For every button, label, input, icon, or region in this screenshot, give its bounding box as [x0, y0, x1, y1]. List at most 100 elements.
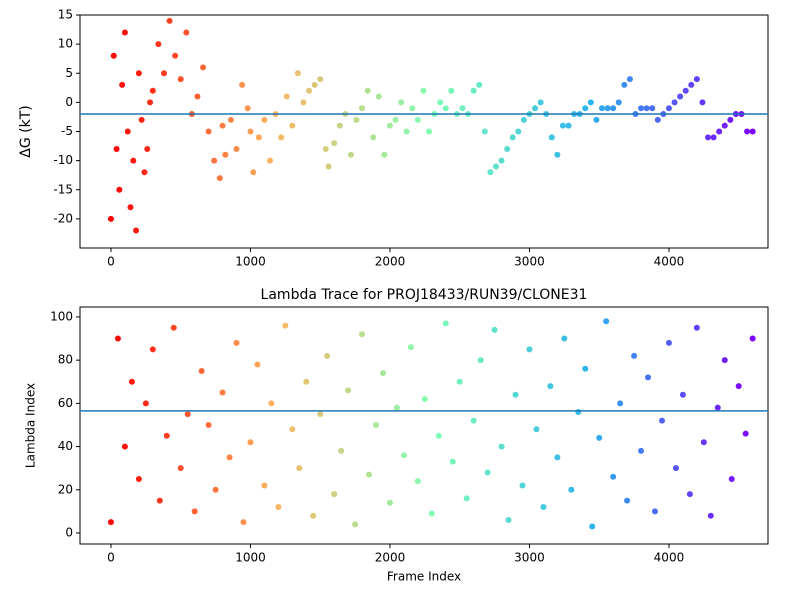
point [386, 499, 393, 506]
point [403, 128, 410, 135]
point [682, 87, 689, 94]
point [409, 105, 416, 112]
point [306, 87, 313, 94]
point [107, 519, 114, 526]
point [205, 421, 212, 428]
point [294, 70, 301, 77]
point [170, 324, 177, 331]
point [686, 491, 693, 498]
y-tick-label: -5 [61, 124, 73, 138]
point [477, 357, 484, 364]
point [498, 157, 505, 164]
point [515, 128, 522, 135]
point [484, 469, 491, 476]
point [537, 99, 544, 106]
point [338, 447, 345, 454]
point [116, 186, 123, 193]
point [470, 87, 477, 94]
point [582, 105, 589, 112]
point [147, 99, 154, 106]
point [114, 335, 121, 342]
point [268, 400, 275, 407]
point [113, 145, 120, 152]
point [345, 387, 352, 394]
point [561, 335, 568, 342]
x-tick-label: 3000 [514, 551, 545, 565]
point [392, 116, 399, 123]
x-axis-label: Frame Index [387, 570, 461, 584]
point [283, 93, 290, 100]
point [714, 404, 721, 411]
point [587, 99, 594, 106]
point [212, 486, 219, 493]
point [322, 145, 329, 152]
point [721, 357, 728, 364]
point [744, 128, 751, 135]
y-tick-label: 0 [65, 525, 73, 539]
point [317, 76, 324, 83]
point [688, 81, 695, 88]
point [643, 105, 650, 112]
point [386, 122, 393, 129]
point [244, 105, 251, 112]
point [311, 81, 318, 88]
point [598, 105, 605, 112]
x-tick-label: 1000 [235, 255, 266, 269]
point [216, 175, 223, 182]
point [160, 70, 167, 77]
point [370, 134, 377, 141]
point [420, 87, 427, 94]
point [239, 81, 246, 88]
point [414, 116, 421, 123]
point [565, 122, 572, 129]
point [317, 411, 324, 418]
point [135, 70, 142, 77]
point [275, 504, 282, 511]
plot-area [79, 14, 769, 249]
point [177, 76, 184, 83]
point [728, 475, 735, 482]
point [459, 105, 466, 112]
point [716, 128, 723, 135]
point [247, 128, 254, 135]
point [582, 365, 589, 372]
point [359, 331, 366, 338]
point [144, 145, 151, 152]
point [379, 370, 386, 377]
point [282, 322, 289, 329]
point [194, 93, 201, 100]
point [353, 116, 360, 123]
point [665, 105, 672, 112]
point [575, 408, 582, 415]
point [617, 400, 624, 407]
point [303, 378, 310, 385]
point [603, 318, 610, 325]
point [130, 157, 137, 164]
x-tick-label: 3000 [514, 255, 545, 269]
point [658, 417, 665, 424]
y-tick-label: -10 [53, 153, 73, 167]
point [621, 81, 628, 88]
point [142, 400, 149, 407]
point [254, 361, 261, 368]
point [149, 346, 156, 353]
point [172, 52, 179, 59]
point [610, 473, 617, 480]
point [364, 87, 371, 94]
x-tick-label: 1000 [235, 551, 266, 565]
point [540, 504, 547, 511]
y-tick-label: 100 [50, 309, 73, 323]
point [509, 134, 516, 141]
point [247, 439, 254, 446]
point [222, 151, 229, 158]
point [107, 215, 114, 222]
x-tick-label: 0 [107, 551, 115, 565]
point [547, 383, 554, 390]
point [375, 93, 382, 100]
point [373, 421, 380, 428]
point [366, 471, 373, 478]
point [435, 432, 442, 439]
y-tick-label: -15 [53, 182, 73, 196]
point [693, 324, 700, 331]
